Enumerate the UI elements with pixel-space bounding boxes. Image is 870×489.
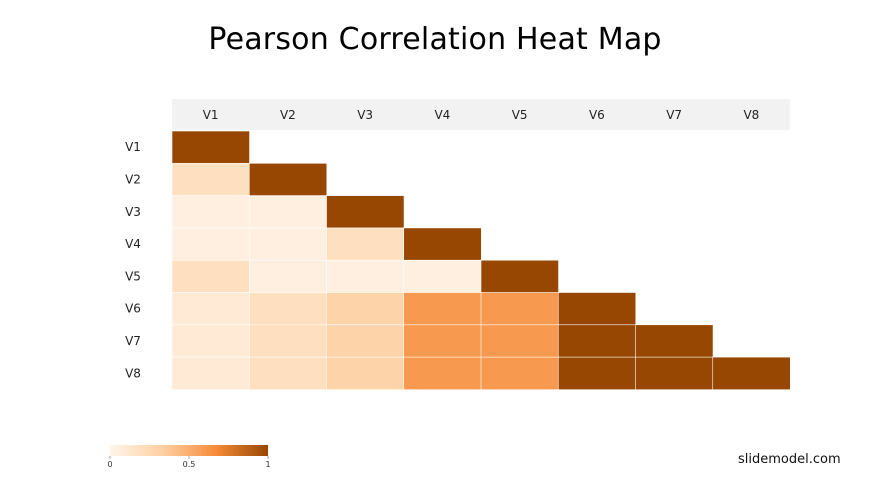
- cell-v3-v1: [171, 195, 250, 229]
- legend-gradient-bar: [110, 445, 268, 456]
- legend-tick-label: 1: [265, 460, 270, 469]
- cell-v4-v4: [403, 227, 482, 261]
- x-label-v6: V6: [589, 108, 605, 122]
- legend-tick-label: 0.5: [183, 460, 196, 469]
- x-label-v3: V3: [357, 108, 373, 122]
- cell-v4-v2: [248, 227, 328, 261]
- x-label-v2: V2: [280, 108, 296, 122]
- cell-v7-v1: [171, 324, 250, 358]
- cell-v4-v1: [171, 227, 250, 261]
- cell-v5-v2: [248, 259, 328, 294]
- y-label-v1: V1: [125, 140, 141, 154]
- y-label-v4: V4: [125, 237, 141, 251]
- cell-v8-v2: [248, 356, 328, 391]
- cell-v8-v1: [171, 356, 250, 391]
- column-header-band: [172, 99, 790, 130]
- cell-v7-v4: [403, 324, 482, 358]
- cell-v2-v2: [248, 163, 328, 197]
- cell-v8-v8: [712, 356, 791, 391]
- cell-v3-v2: [248, 195, 328, 229]
- x-label-v5: V5: [512, 108, 528, 122]
- legend-tick-label: 0: [107, 460, 112, 469]
- cell-v6-v2: [248, 292, 328, 326]
- brand-footer: slidemodel.com: [738, 452, 841, 467]
- cell-v7-v5: [480, 324, 559, 358]
- chart-title: Pearson Correlation Heat Map: [208, 22, 662, 57]
- x-label-v4: V4: [434, 108, 450, 122]
- cell-v8-v3: [326, 356, 405, 391]
- cell-v7-v7: [635, 324, 714, 358]
- cell-v6-v1: [171, 292, 250, 326]
- y-label-v8: V8: [125, 366, 141, 380]
- cell-v4-v3: [326, 227, 405, 261]
- cell-v5-v1: [171, 259, 250, 294]
- x-label-v1: V1: [203, 108, 219, 122]
- cell-v8-v4: [403, 356, 482, 391]
- x-label-v8: V8: [743, 108, 759, 122]
- y-label-v7: V7: [125, 334, 141, 348]
- cell-v5-v4: [403, 259, 482, 294]
- cell-v8-v5: [480, 356, 559, 391]
- color-legend: 0 0.5 1: [107, 445, 271, 469]
- y-label-v3: V3: [125, 205, 141, 219]
- cell-v5-v3: [326, 259, 405, 294]
- y-label-v6: V6: [125, 302, 141, 316]
- cell-v6-v5: [480, 292, 559, 326]
- cell-v7-v2: [248, 324, 328, 358]
- cell-v6-v3: [326, 292, 405, 326]
- y-axis-labels: V1 V2 V3 V4 V5 V6 V7 V8: [125, 140, 141, 380]
- x-label-v7: V7: [666, 108, 682, 122]
- cell-v7-v6: [557, 324, 637, 358]
- cell-v6-v4: [403, 292, 482, 326]
- cell-v3-v3: [326, 195, 405, 229]
- cell-v6-v6: [557, 292, 637, 326]
- y-label-v5: V5: [125, 269, 141, 283]
- header-band-rect: [172, 99, 790, 130]
- cell-v8-v6: [557, 356, 637, 391]
- cell-v8-v7: [635, 356, 714, 391]
- heatmap-cells: [171, 130, 791, 391]
- cell-v2-v1: [171, 163, 250, 197]
- cell-v5-v5: [480, 259, 559, 294]
- y-label-v2: V2: [125, 172, 141, 186]
- x-axis-labels: V1 V2 V3 V4 V5 V6 V7 V8: [203, 108, 760, 122]
- cell-v1-v1: [171, 130, 250, 164]
- cell-v7-v3: [326, 324, 405, 358]
